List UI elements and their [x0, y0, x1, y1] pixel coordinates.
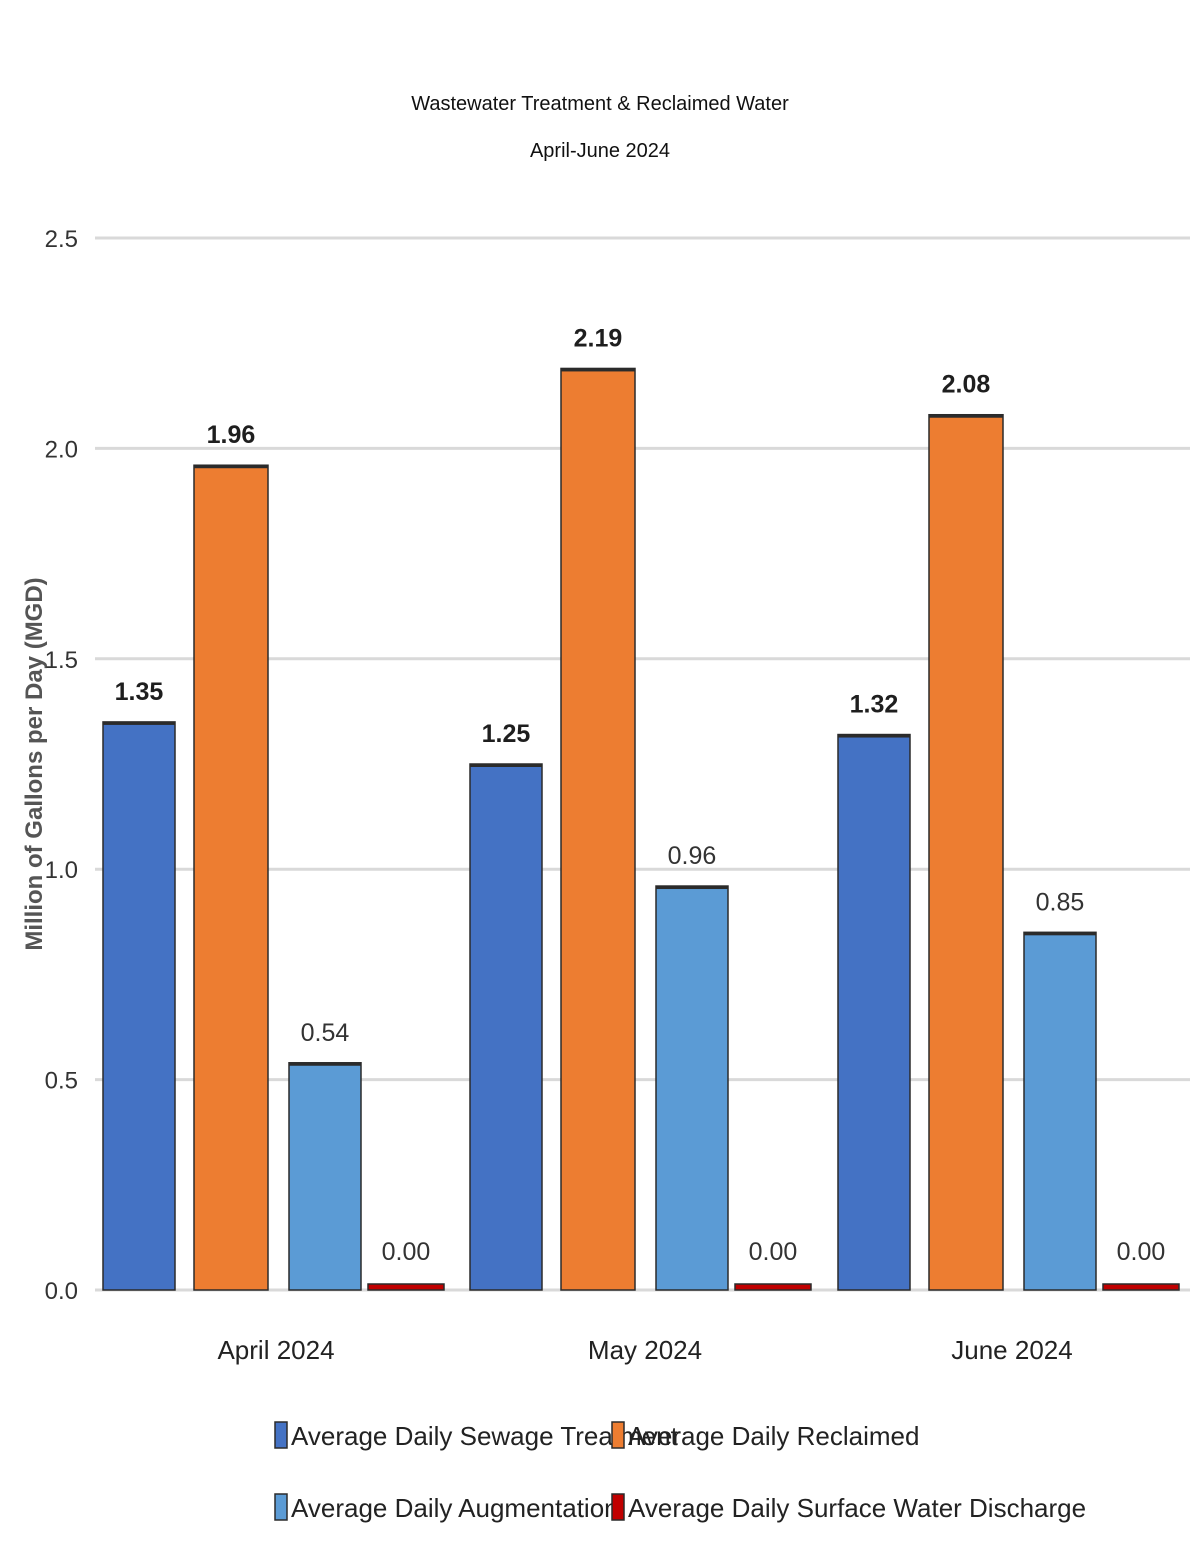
- bar: [1102, 1283, 1180, 1291]
- bar-cap: [929, 414, 1003, 418]
- legend-label: Average Daily Augmentation: [291, 1493, 619, 1523]
- data-label: 2.19: [574, 324, 623, 352]
- data-label: 1.25: [482, 720, 531, 748]
- y-axis-ticks: 0.0 0.5 1.0 1.5 2.0 2.5: [45, 226, 78, 1305]
- legend-swatch: [611, 1493, 625, 1521]
- x-tick-label: April 2024: [217, 1335, 334, 1365]
- data-label: 0.00: [1117, 1238, 1166, 1266]
- y-tick-label: 1.0: [45, 857, 78, 884]
- bar-cap: [561, 368, 635, 372]
- bar: [928, 413, 1004, 1291]
- bar: [560, 367, 636, 1291]
- legend-item: Average Daily Surface Water Discharge: [611, 1493, 1086, 1523]
- y-axis-title: Million of Gallons per Day (MGD): [21, 577, 48, 950]
- legend-swatch: [611, 1421, 625, 1449]
- bar: [1023, 931, 1097, 1291]
- gridlines: [95, 236, 1190, 1292]
- data-label: 1.96: [207, 421, 256, 449]
- bar: [469, 763, 543, 1291]
- x-tick-label: May 2024: [588, 1335, 702, 1365]
- bar: [734, 1283, 812, 1291]
- legend-label: Average Daily Reclaimed: [628, 1421, 919, 1451]
- bar: [193, 464, 269, 1291]
- data-label: 0.00: [749, 1238, 798, 1266]
- bar-cap: [1024, 932, 1096, 936]
- legend-swatch: [274, 1421, 288, 1449]
- bars: [102, 367, 1180, 1291]
- bar: [655, 885, 729, 1291]
- legend-item: Average Daily Augmentation: [274, 1493, 619, 1523]
- legend-item: Average Daily Reclaimed: [611, 1421, 919, 1451]
- bar-cap: [656, 886, 728, 890]
- data-label: 0.00: [382, 1238, 431, 1266]
- data-label: 0.96: [668, 842, 717, 870]
- bar-cap: [289, 1062, 361, 1066]
- category-labels: April 2024 May 2024 June 2024: [217, 1335, 1072, 1365]
- data-label: 0.54: [301, 1019, 350, 1047]
- bar-cap: [103, 721, 175, 725]
- x-tick-label: June 2024: [951, 1335, 1072, 1365]
- bar: [288, 1062, 362, 1291]
- bar: [367, 1283, 445, 1291]
- bar-cap: [838, 734, 910, 738]
- data-label: 1.32: [850, 691, 899, 719]
- data-label: 0.85: [1036, 888, 1085, 916]
- data-labels: 1.35 1.96 0.54 0.00 1.25 2.19 0.96 0.00 1.32 2.08…: [115, 324, 1166, 1266]
- bar-cap: [194, 465, 268, 469]
- bar-cap: [470, 764, 542, 767]
- data-label: 2.08: [942, 371, 991, 399]
- chart-subtitle: April-June 2024: [530, 140, 670, 162]
- y-tick-label: 0.0: [45, 1278, 78, 1305]
- y-tick-label: 2.0: [45, 436, 78, 463]
- bar: [102, 721, 176, 1291]
- y-tick-label: 2.5: [45, 226, 78, 253]
- chart-title: Wastewater Treatment & Reclaimed Water: [411, 93, 789, 115]
- y-tick-label: 0.5: [45, 1068, 78, 1095]
- legend-swatch: [274, 1493, 288, 1521]
- bar: [837, 733, 911, 1291]
- y-tick-label: 1.5: [45, 647, 78, 674]
- data-label: 1.35: [115, 678, 164, 706]
- legend-label: Average Daily Surface Water Discharge: [628, 1493, 1086, 1523]
